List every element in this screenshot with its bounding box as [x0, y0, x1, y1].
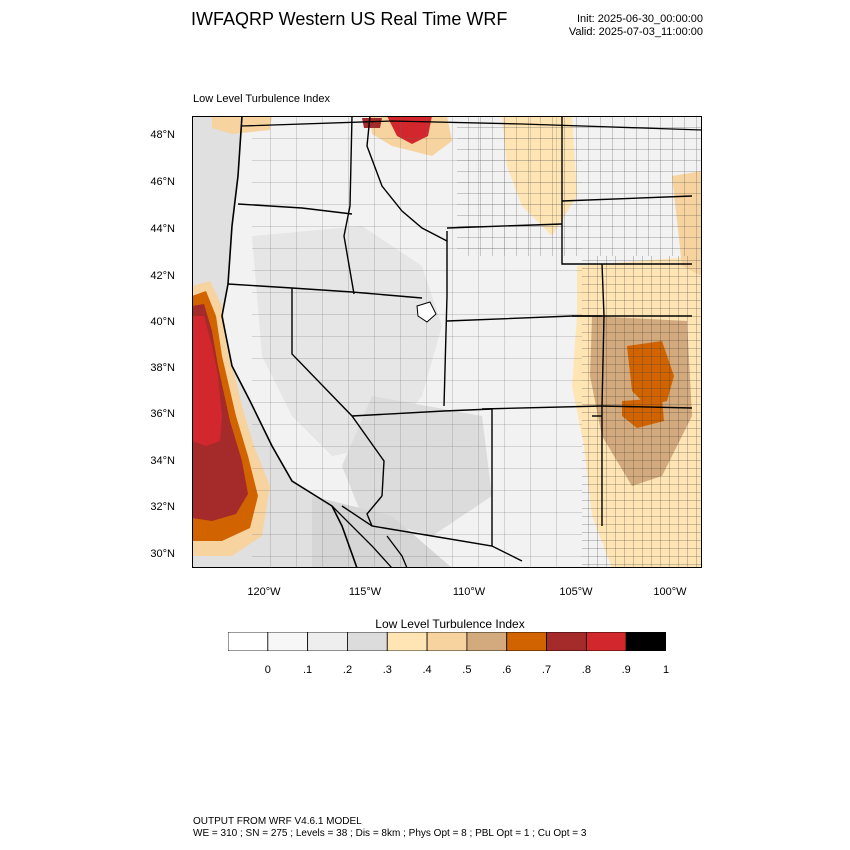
map-subtitle: Low Level Turbulence Index	[193, 93, 330, 105]
colorbar-title: Low Level Turbulence Index	[375, 617, 525, 631]
lat-label: 42°N	[150, 270, 175, 282]
colorbar-tick-label: .1	[303, 664, 313, 676]
footer-line-1: OUTPUT FROM WRF V4.6.1 MODEL	[193, 816, 362, 827]
model-footer: OUTPUT FROM WRF V4.6.1 MODEL WE = 310 ; …	[193, 816, 586, 840]
colorbar-tick-label: .5	[462, 664, 472, 676]
colorbar-tick-label: 1	[662, 664, 670, 676]
valid-time: Valid: 2025-07-03_11:00:00	[568, 26, 703, 38]
western-county-lines	[252, 116, 582, 568]
colorbar-tick-label: 0	[264, 664, 271, 676]
colorbar-tick-label: .6	[502, 664, 512, 676]
great-salt-lake	[416, 301, 437, 323]
pacific-coastline	[221, 116, 358, 568]
footer-line-2: WE = 310 ; SN = 275 ; Levels = 38 ; Dis …	[193, 828, 587, 839]
colorbar-swatch	[228, 632, 269, 651]
lon-label: 115°W	[348, 586, 382, 598]
lat-label: 40°N	[150, 316, 175, 328]
colorbar-swatch	[307, 632, 348, 651]
chart-title: IWFAQRP Western US Real Time WRF	[191, 9, 508, 29]
colorbar-tick-label: .4	[422, 664, 432, 676]
colorbar-tick-label: .3	[382, 664, 392, 676]
init-time: Init: 2025-06-30_00:00:00	[577, 13, 703, 25]
colorbar-swatch	[585, 632, 627, 651]
lon-label: 100°W	[653, 586, 687, 598]
offshore-peak-zone	[192, 316, 222, 446]
plains-county-lines	[582, 256, 702, 568]
colorbar-swatch	[386, 632, 428, 651]
colorbar-tick-label: .8	[581, 664, 591, 676]
lat-label: 38°N	[150, 362, 175, 374]
lon-label: 120°W	[247, 586, 281, 598]
init-valid-info: Init: 2025-06-30_00:00:00 Valid: 2025-07…	[540, 13, 703, 39]
lat-label: 32°N	[150, 501, 175, 513]
map-border	[192, 116, 702, 568]
lon-label: 110°W	[452, 586, 486, 598]
colorbar-tick-label: .9	[621, 664, 631, 676]
colorbar-swatch	[506, 632, 547, 651]
lat-label: 48°N	[150, 129, 175, 141]
colorbar-swatch	[267, 632, 309, 651]
colorbar	[228, 632, 666, 651]
gulf-coastline	[386, 535, 408, 568]
colorbar-swatch	[347, 632, 388, 651]
lat-label: 46°N	[150, 176, 175, 188]
state-borders	[227, 116, 693, 562]
colorbar-tick-label: .7	[541, 664, 552, 676]
colorbar-tick-label: .2	[342, 664, 353, 676]
colorbar-swatch	[466, 632, 508, 651]
lat-label: 34°N	[150, 455, 175, 467]
lat-label: 30°N	[150, 548, 175, 560]
lon-label: 105°W	[559, 586, 593, 598]
colorbar-swatch	[625, 632, 666, 651]
lat-label: 36°N	[150, 408, 175, 420]
colorbar-swatch	[426, 632, 468, 651]
canada-border	[241, 120, 702, 131]
lat-label: 44°N	[150, 223, 175, 235]
turbulence-map	[192, 116, 702, 568]
colorbar-swatch	[546, 632, 587, 651]
baja-coastline	[331, 505, 393, 568]
